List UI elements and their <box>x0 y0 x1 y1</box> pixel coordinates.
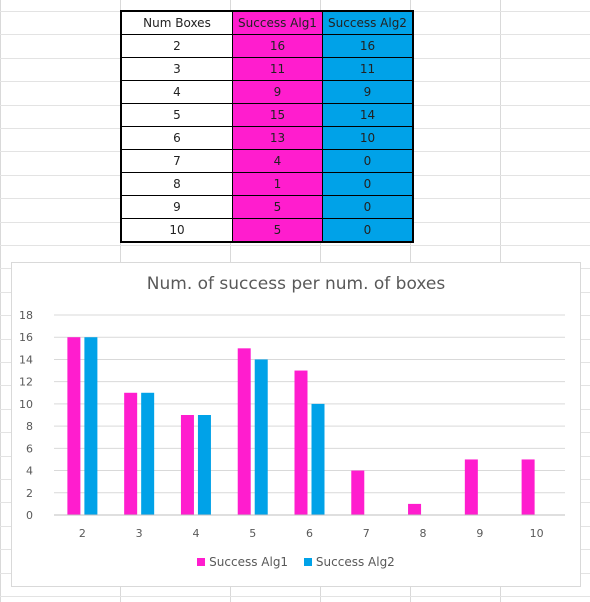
cell-success-alg2: 9 <box>322 80 414 104</box>
cell-success-alg1: 5 <box>232 218 323 243</box>
table-row: 8 1 0 <box>120 172 414 196</box>
y-tick-label: 8 <box>26 420 33 433</box>
cell-num-boxes: 10 <box>120 218 233 243</box>
cell-success-alg1: 16 <box>232 34 323 58</box>
legend-swatch-alg2 <box>303 558 312 566</box>
bar-alg2 <box>197 415 211 515</box>
cell-success-alg1: 9 <box>232 80 323 104</box>
y-tick-label: 6 <box>26 442 33 455</box>
chart-title: Num. of success per num. of boxes <box>146 274 446 294</box>
x-tick-label: 3 <box>136 527 143 540</box>
x-tick-label: 2 <box>79 527 86 540</box>
cell-num-boxes: 9 <box>120 195 233 219</box>
cell-num-boxes: 3 <box>120 57 233 81</box>
table-row: 6 13 10 <box>120 126 414 150</box>
bar-alg1 <box>521 459 535 515</box>
table-row: 9 5 0 <box>120 195 414 219</box>
legend-swatch-alg1 <box>197 558 206 566</box>
legend-label-alg1: Success Alg1 <box>209 555 289 569</box>
cell-success-alg1: 4 <box>232 149 323 173</box>
x-tick-label: 8 <box>420 527 427 540</box>
chart-legend: Success Alg1 Success Alg2 <box>12 555 580 569</box>
cell-success-alg2: 0 <box>322 218 414 243</box>
x-tick-label: 9 <box>476 527 483 540</box>
data-table: Num Boxes Success Alg1 Success Alg2 2 16… <box>120 10 414 243</box>
table-row: 4 9 9 <box>120 80 414 104</box>
cell-success-alg1: 15 <box>232 103 323 127</box>
y-tick-label: 16 <box>19 331 33 344</box>
cell-success-alg2: 0 <box>322 172 414 196</box>
cell-success-alg2: 11 <box>322 57 414 81</box>
cell-num-boxes: 4 <box>120 80 233 104</box>
bar-alg1 <box>124 392 138 515</box>
cell-num-boxes: 6 <box>120 126 233 150</box>
legend-item-alg2: Success Alg2 <box>303 555 395 569</box>
cell-num-boxes: 2 <box>120 34 233 58</box>
cell-num-boxes: 8 <box>120 172 233 196</box>
chart-panel[interactable]: Num. of success per num. of boxes 0 2 4 6 8 1… <box>11 262 581 587</box>
x-tick-label: 7 <box>363 527 370 540</box>
cell-success-alg2: 14 <box>322 103 414 127</box>
y-tick-label: 14 <box>19 353 33 366</box>
legend-label-alg2: Success Alg2 <box>315 555 395 569</box>
y-tick-label: 2 <box>26 487 33 500</box>
header-success-alg1: Success Alg1 <box>232 10 323 35</box>
x-tick-label: 4 <box>192 527 199 540</box>
table-row: 3 11 11 <box>120 57 414 81</box>
cell-success-alg2: 10 <box>322 126 414 150</box>
cell-success-alg2: 0 <box>322 149 414 173</box>
y-tick-label: 4 <box>26 465 33 478</box>
y-tick-label: 18 <box>19 309 33 322</box>
bar-alg2 <box>141 392 155 515</box>
y-tick-label: 10 <box>19 398 33 411</box>
x-tick-label: 6 <box>306 527 313 540</box>
bar-alg1 <box>351 470 365 515</box>
header-num-boxes: Num Boxes <box>120 10 233 35</box>
x-tick-label: 5 <box>249 527 256 540</box>
bar-alg2 <box>84 337 98 515</box>
header-success-alg2: Success Alg2 <box>322 10 414 35</box>
cell-success-alg2: 0 <box>322 195 414 219</box>
table-row: 10 5 0 <box>120 218 414 243</box>
table-row: 2 16 16 <box>120 34 414 58</box>
bar-alg1 <box>180 415 194 515</box>
bar-alg1 <box>67 337 81 515</box>
cell-success-alg1: 1 <box>232 172 323 196</box>
cell-success-alg2: 16 <box>322 34 414 58</box>
cell-success-alg1: 5 <box>232 195 323 219</box>
bar-alg1 <box>408 503 422 515</box>
x-tick-label: 10 <box>530 527 544 540</box>
bar-alg2 <box>311 403 325 515</box>
bar-alg2 <box>254 359 268 515</box>
table-row: 7 4 0 <box>120 149 414 173</box>
y-tick-label: 0 <box>26 509 33 522</box>
legend-item-alg1: Success Alg1 <box>197 555 288 569</box>
bar-alg1 <box>294 370 308 515</box>
table-header-row: Num Boxes Success Alg1 Success Alg2 <box>120 10 414 35</box>
bar-alg1 <box>464 459 478 515</box>
cell-num-boxes: 5 <box>120 103 233 127</box>
cell-success-alg1: 11 <box>232 57 323 81</box>
cell-num-boxes: 7 <box>120 149 233 173</box>
bar-chart: 0 2 4 6 8 10 12 14 16 18 2 3 4 5 6 7 8 9 10 <box>19 309 565 540</box>
y-tick-label: 12 <box>19 376 33 389</box>
cell-success-alg1: 13 <box>232 126 323 150</box>
bar-alg1 <box>237 348 251 515</box>
table-row: 5 15 14 <box>120 103 414 127</box>
